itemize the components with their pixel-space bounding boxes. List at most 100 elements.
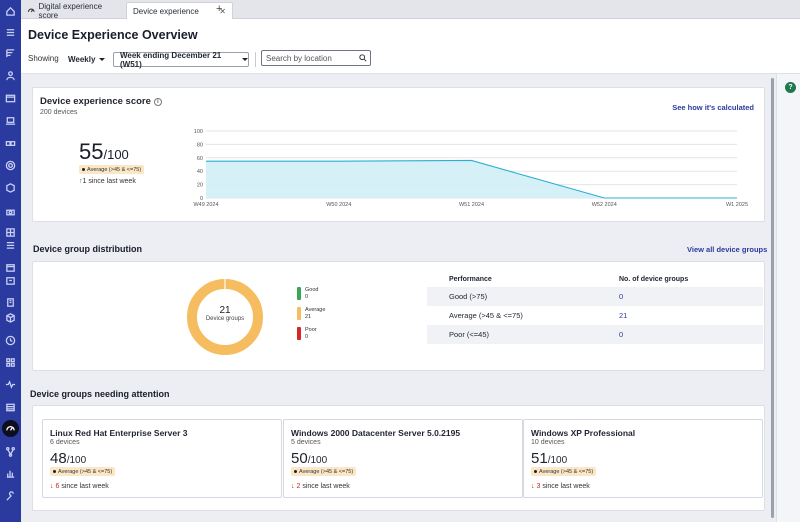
user-icon[interactable] [4, 69, 17, 82]
legend-value: 21 [305, 314, 312, 320]
clock-icon[interactable] [4, 334, 17, 347]
scrollbar[interactable] [771, 78, 774, 518]
gear-icon[interactable] [4, 159, 17, 172]
see-calculation-link[interactable]: See how it's calculated [672, 103, 754, 112]
group-change: ↓ 6 since last week [50, 483, 109, 490]
change-text: since last week [542, 483, 590, 490]
group-score-out-of: /100 [307, 455, 328, 466]
x-tick-label: W1 2025 [726, 202, 748, 208]
group-score-number: 51 [531, 450, 548, 467]
laptop-icon[interactable] [4, 114, 17, 127]
archive-icon[interactable] [4, 274, 17, 287]
bar-chart-icon[interactable] [4, 467, 17, 480]
hierarchy-icon[interactable] [4, 47, 17, 60]
badge-dot [294, 470, 297, 473]
stack-icon[interactable] [4, 238, 17, 251]
group-name: Windows XP Professional [531, 428, 636, 438]
arrow-down-icon: ↓ [531, 483, 535, 490]
period-value: Weekly [68, 55, 96, 64]
badge-label: Average (>45 & <=75) [58, 468, 113, 475]
device-group-card[interactable]: Linux Red Hat Enterprise Server 3 6 devi… [42, 419, 282, 498]
column-header-performance: Performance [449, 275, 492, 283]
package-icon[interactable] [4, 181, 17, 194]
help-icon[interactable]: ? [785, 82, 796, 93]
donut-center: 21 Device groups [205, 305, 245, 322]
add-tab-icon[interactable]: + [216, 3, 223, 15]
legend-good: Good 0 [297, 287, 318, 301]
week-dropdown[interactable]: Week ending December 21 (W51) [113, 51, 249, 69]
camera-icon[interactable] [4, 206, 17, 219]
score-trend-chart: 0 20 40 60 80 100 W49 2024 W50 2024 W51 2024 W52 … [193, 129, 748, 208]
x-tick-label: W50 2024 [326, 202, 351, 208]
change-value: 1 [82, 178, 87, 185]
boxes-icon[interactable] [4, 137, 17, 150]
search-box[interactable] [261, 50, 371, 66]
score-value: 55/100 [79, 139, 129, 165]
nav-rail [0, 0, 21, 522]
grid-icon[interactable] [4, 226, 17, 239]
tab-device-experience[interactable]: Device experience ✕ [126, 2, 233, 19]
period-dropdown[interactable]: Weekly [68, 52, 106, 67]
group-score-out-of: /100 [66, 455, 87, 466]
status-badge: Average (>45 & <=75) [291, 467, 357, 476]
badge-label: Average (>45 & <=75) [539, 468, 594, 475]
device-group-card[interactable]: Windows XP Professional 10 devices 51/10… [523, 419, 763, 498]
legend-poor: Poor 0 [297, 327, 317, 341]
cube-icon[interactable] [4, 311, 17, 324]
donut-chart [187, 279, 263, 355]
device-group-card[interactable]: Windows 2000 Datacenter Server 5.0.2195 … [283, 419, 523, 498]
group-score-number: 50 [291, 450, 308, 467]
group-name: Windows 2000 Datacenter Server 5.0.2195 [291, 428, 461, 438]
badge-label: Average (>45 & <=75) [299, 468, 354, 475]
score-card: Device experience score i 200 devices See… [32, 87, 765, 222]
legend-swatch [297, 327, 301, 340]
distribution-card: 21 Device groups Good 0 Average 21 Poor … [32, 261, 765, 371]
chevron-down-icon [242, 58, 248, 61]
calendar-icon[interactable] [4, 261, 17, 274]
showing-label: Showing [28, 54, 59, 63]
badge-label: Average (>45 & <=75) [87, 166, 142, 173]
legend-average: Average 21 [297, 307, 325, 321]
gauge-icon [27, 8, 35, 13]
home-icon[interactable] [4, 5, 17, 18]
score-card-title: Device experience score i [40, 96, 162, 107]
count-cell[interactable]: 0 [619, 330, 624, 339]
wrench-icon[interactable] [4, 490, 17, 503]
table-icon[interactable] [4, 401, 17, 414]
window-icon[interactable] [4, 92, 17, 105]
legend-value: 0 [305, 294, 309, 300]
list-icon[interactable] [4, 26, 17, 39]
count-cell[interactable]: 0 [619, 292, 624, 301]
view-all-device-groups-link[interactable]: View all device groups [687, 245, 768, 254]
group-score: 50/100 [291, 450, 327, 467]
x-tick-label: W49 2024 [193, 202, 218, 208]
page-header: Device Experience Overview Showing Weekl… [21, 19, 800, 74]
branch-icon[interactable] [4, 445, 17, 458]
group-change: ↓ 2 since last week [291, 483, 350, 490]
distribution-title: Device group distribution [33, 244, 143, 254]
tab-label: Device experience [133, 6, 199, 16]
performance-table: Performance No. of device groups Good (>… [427, 271, 763, 344]
close-icon[interactable]: ✕ [219, 6, 226, 16]
legend-value: 0 [305, 334, 309, 340]
tab-digital-experience-score[interactable]: Digital experience score [21, 1, 125, 20]
group-name: Linux Red Hat Enterprise Server 3 [50, 428, 188, 438]
gauge-icon[interactable] [2, 420, 19, 437]
info-icon[interactable]: i [153, 98, 162, 106]
group-score: 51/100 [531, 450, 567, 467]
building-icon[interactable] [4, 296, 17, 309]
arrow-up-icon: ↑ [79, 178, 83, 185]
search-icon[interactable] [359, 54, 367, 62]
y-tick-label: 40 [197, 169, 203, 175]
badge-dot [534, 470, 537, 473]
group-score-number: 48 [50, 450, 67, 467]
apps-icon[interactable] [4, 356, 17, 369]
performance-cell: Average (>45 & <=75) [449, 311, 523, 320]
search-input[interactable] [262, 51, 354, 65]
tab-label: Digital experience score [38, 1, 103, 20]
change-value: 6 [55, 483, 60, 490]
count-cell[interactable]: 21 [619, 311, 628, 320]
score-card-title-text: Device experience score [40, 96, 151, 107]
pulse-icon[interactable] [4, 378, 17, 391]
legend-swatch [297, 287, 301, 300]
